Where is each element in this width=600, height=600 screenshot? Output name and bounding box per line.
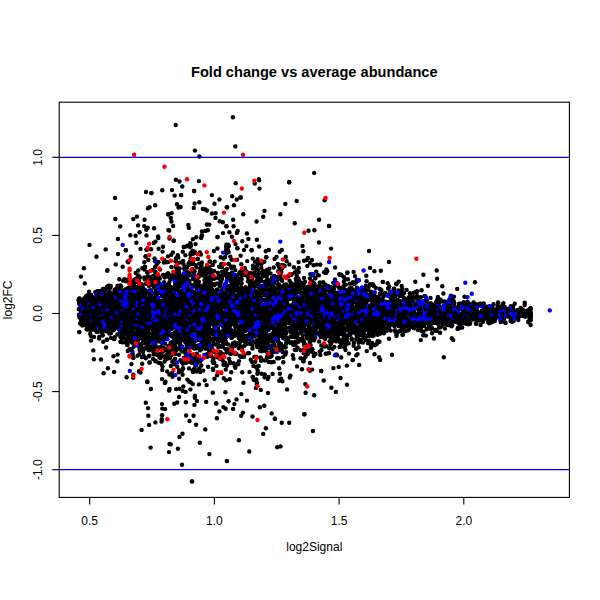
svg-text:1.0: 1.0	[31, 149, 45, 166]
svg-text:0.5: 0.5	[31, 227, 45, 244]
svg-text:2.0: 2.0	[455, 514, 472, 528]
svg-text:1.5: 1.5	[331, 514, 348, 528]
svg-text:log2FC: log2FC	[2, 280, 16, 319]
svg-text:0.5: 0.5	[81, 514, 98, 528]
svg-text:-1.0: -1.0	[31, 459, 45, 480]
svg-text:0.0: 0.0	[31, 305, 45, 322]
svg-text:log2Signal: log2Signal	[286, 540, 342, 554]
svg-text:1.0: 1.0	[206, 514, 223, 528]
svg-text:-0.5: -0.5	[31, 381, 45, 402]
svg-text:Fold change vs average abundan: Fold change vs average abundance	[191, 64, 438, 80]
